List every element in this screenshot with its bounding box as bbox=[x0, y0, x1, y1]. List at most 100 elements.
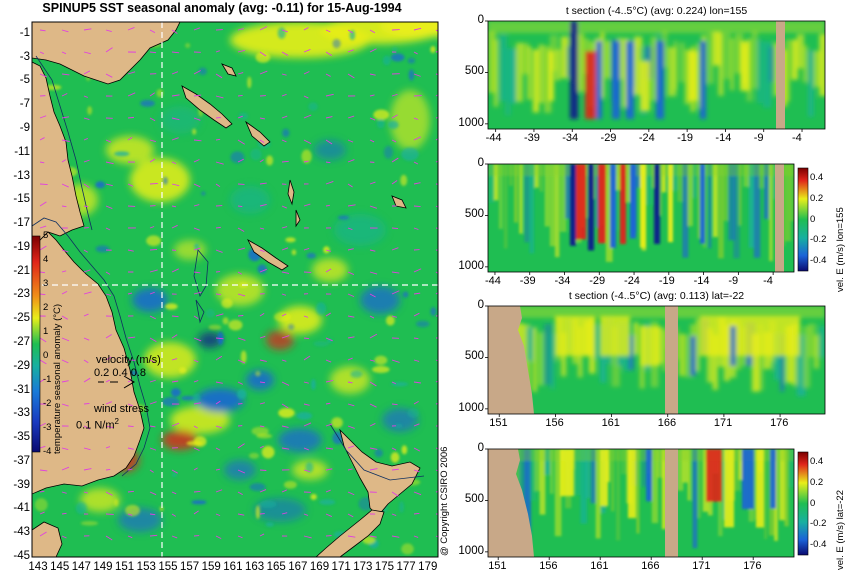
velocity-vector bbox=[215, 226, 221, 229]
anomaly-eddy bbox=[374, 355, 388, 365]
velocity-vector bbox=[171, 422, 180, 427]
velocity-vector bbox=[105, 271, 111, 275]
anomaly-eddy bbox=[383, 145, 394, 159]
velocity-vector bbox=[259, 335, 266, 339]
anomaly-eddy bbox=[376, 118, 385, 129]
velocity-vector bbox=[413, 491, 422, 496]
map-x-tick-label: 155 bbox=[158, 561, 178, 573]
anomaly-eddy bbox=[283, 480, 297, 489]
velocity-vector bbox=[303, 513, 309, 516]
section-cell bbox=[656, 449, 664, 478]
anomaly-eddy bbox=[401, 147, 419, 161]
velocity-vector bbox=[171, 71, 179, 75]
velocity-vector bbox=[237, 28, 244, 31]
anomaly-blob bbox=[314, 140, 346, 160]
vel-colorbar-tick-label: 0 bbox=[810, 497, 816, 509]
velocity-vector bbox=[237, 359, 246, 364]
anomaly-blob bbox=[230, 186, 270, 214]
velocity-vector bbox=[193, 510, 199, 515]
velocity-vector bbox=[215, 355, 223, 361]
velocity-vector bbox=[259, 268, 267, 273]
velocity-vector bbox=[435, 73, 438, 75]
section-cell bbox=[641, 449, 649, 487]
section-cell bbox=[707, 164, 712, 249]
section-cell bbox=[554, 449, 562, 537]
anomaly-blob bbox=[278, 428, 322, 452]
velocity-vector bbox=[127, 336, 136, 339]
bathymetry-contours bbox=[32, 55, 425, 481]
velocity-vector bbox=[391, 381, 396, 385]
surface-layer bbox=[488, 21, 825, 33]
anomaly-eddy bbox=[337, 215, 350, 220]
velocity-vector bbox=[61, 73, 70, 76]
velocity-vector bbox=[391, 513, 397, 517]
section-cell bbox=[524, 164, 530, 243]
map-x-tick-label: 161 bbox=[223, 561, 243, 573]
vel-colorbar-tick-label: 0.4 bbox=[810, 456, 824, 468]
velocity-vector bbox=[303, 160, 309, 163]
velocity-vector bbox=[347, 445, 355, 449]
section-feature bbox=[640, 61, 650, 111]
velocity-vector bbox=[259, 533, 265, 537]
section-feature bbox=[570, 21, 578, 119]
velocity-vector bbox=[171, 315, 179, 318]
velocity-vector bbox=[61, 270, 67, 273]
velocity-vector bbox=[171, 137, 179, 141]
velocity-vector bbox=[39, 201, 47, 207]
section-feature bbox=[626, 41, 634, 119]
map-y-tick-label: -41 bbox=[13, 502, 30, 515]
velocity-vector bbox=[61, 116, 70, 119]
map-colorbar-tick-label: -1 bbox=[43, 374, 52, 385]
section-cell bbox=[600, 32, 605, 99]
map-x-tick-label: 143 bbox=[28, 561, 48, 573]
velocity-vector bbox=[237, 491, 243, 495]
velocity-vector bbox=[435, 51, 438, 53]
map-y-tick-label: -13 bbox=[13, 169, 30, 182]
section-cell bbox=[684, 334, 694, 378]
anomaly-eddy bbox=[75, 502, 87, 515]
anomaly-eddy bbox=[249, 483, 266, 492]
section-cell bbox=[521, 324, 531, 391]
velocity-vector bbox=[303, 447, 309, 451]
anomaly-eddy bbox=[310, 493, 317, 500]
anomaly-eddy bbox=[291, 249, 297, 256]
velocity-vector bbox=[105, 356, 112, 361]
map-x-tick-label: 153 bbox=[136, 561, 156, 573]
map-x-tick-label: 173 bbox=[353, 561, 373, 573]
section-feature bbox=[570, 164, 576, 246]
velocity-vector bbox=[149, 117, 156, 122]
anomaly-eddy bbox=[407, 57, 416, 64]
velocity-vector bbox=[193, 94, 202, 97]
map-y-tick-label: -5 bbox=[19, 74, 30, 87]
section-cell bbox=[633, 36, 643, 96]
section-cell bbox=[560, 36, 569, 79]
velocity-vector bbox=[413, 337, 419, 340]
section-cell bbox=[763, 449, 768, 539]
velocity-vector bbox=[325, 116, 333, 119]
section-feature bbox=[628, 449, 636, 519]
velocity-vector bbox=[83, 249, 88, 253]
velocity-vector bbox=[61, 51, 67, 55]
velocity-vector bbox=[413, 447, 421, 452]
velocity-vector bbox=[303, 248, 310, 251]
velocity-vector bbox=[325, 447, 334, 450]
map-colorbar-tick-label: 4 bbox=[43, 254, 49, 265]
map-y-tick-label: -7 bbox=[19, 98, 30, 111]
velocity-vector bbox=[435, 249, 438, 251]
velocity-vector bbox=[435, 117, 438, 119]
velocity-vector bbox=[237, 513, 245, 516]
section-x-tick-label: -34 bbox=[554, 275, 571, 287]
anomaly-eddy bbox=[311, 378, 316, 391]
section-cell bbox=[682, 164, 689, 258]
section-cell bbox=[712, 164, 718, 237]
section-cell bbox=[538, 332, 544, 386]
velocity-vector bbox=[237, 72, 244, 75]
velocity-vector bbox=[281, 403, 289, 409]
velocity-legend-label: velocity (m/s) bbox=[96, 354, 161, 366]
anomaly-eddy bbox=[401, 445, 408, 455]
section-cell bbox=[543, 46, 552, 113]
velocity-vector bbox=[413, 205, 421, 208]
velocity-vector bbox=[303, 355, 311, 361]
velocity-vector bbox=[435, 491, 438, 493]
section-feature bbox=[700, 164, 705, 244]
